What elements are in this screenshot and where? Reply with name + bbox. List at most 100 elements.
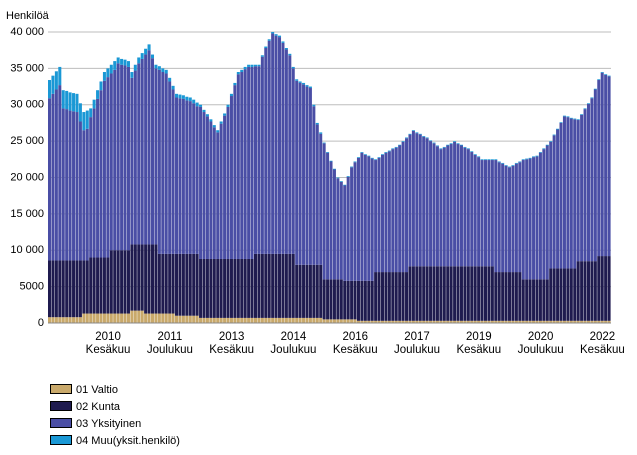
bar-segment — [332, 319, 336, 323]
bar-segment — [68, 317, 72, 323]
bar-segment — [305, 264, 309, 318]
bar-segment — [367, 156, 371, 281]
bar-segment — [600, 72, 604, 73]
bar-segment — [374, 272, 378, 321]
bar-segment — [562, 116, 566, 269]
bar-segment — [459, 320, 463, 323]
bar-segment — [312, 106, 316, 265]
bar-segment — [521, 279, 525, 321]
bar-segment — [154, 244, 158, 314]
bar-segment — [288, 253, 292, 318]
bar-segment — [281, 253, 285, 318]
bar-segment — [418, 320, 422, 323]
bar-segment — [545, 144, 549, 146]
bar-segment — [168, 81, 172, 254]
bar-segment — [144, 54, 148, 245]
bar-segment — [497, 320, 501, 323]
bar-segment — [274, 35, 278, 254]
bar-segment — [264, 317, 268, 323]
bar-segment — [446, 145, 450, 267]
bar-segment — [418, 133, 422, 135]
bar-segment — [291, 253, 295, 318]
bar-segment — [253, 66, 257, 254]
legend-swatch — [50, 435, 72, 446]
bar-segment — [343, 185, 347, 281]
bar-segment — [202, 317, 206, 323]
bar-segment — [456, 143, 460, 145]
bar-segment — [126, 313, 130, 323]
bar-segment — [195, 315, 199, 323]
bar-segment — [356, 157, 360, 158]
bar-segment — [435, 320, 439, 323]
bar-segment — [600, 256, 604, 321]
bar-segment — [278, 253, 282, 318]
bar-segment — [356, 280, 360, 321]
bar-segment — [432, 143, 436, 267]
bar-segment — [514, 162, 518, 164]
bar-segment — [205, 116, 209, 259]
bar-segment — [504, 165, 508, 166]
bar-segment — [192, 315, 196, 323]
y-tick-label: 35 000 — [10, 62, 44, 74]
bar-segment — [188, 101, 192, 254]
bar-segment — [315, 317, 319, 323]
bar-segment — [291, 317, 295, 323]
bar-segment — [356, 320, 360, 323]
bar-segment — [504, 272, 508, 321]
bar-segment — [302, 82, 306, 85]
bar-segment — [429, 140, 433, 142]
legend-label: 04 Muu(yksit.henkilö) — [76, 435, 180, 447]
bar-segment — [477, 156, 481, 158]
bar-segment — [408, 134, 412, 267]
bar-segment — [274, 34, 278, 36]
bar-segment — [422, 136, 426, 267]
bar-segment — [377, 272, 381, 321]
bar-segment — [253, 64, 257, 67]
bar-segment — [298, 81, 302, 83]
bar-segment — [278, 35, 282, 38]
bar-segment — [586, 103, 590, 105]
bar-segment — [477, 320, 481, 323]
bar-segment — [569, 268, 573, 321]
bar-segment — [188, 315, 192, 323]
bar-segment — [408, 266, 412, 321]
bar-segment — [528, 320, 532, 323]
bar-segment — [332, 168, 336, 170]
bar-segment — [449, 143, 453, 145]
bar-segment — [85, 260, 89, 314]
bar-segment — [418, 266, 422, 321]
bar-segment — [545, 320, 549, 323]
bar-segment — [326, 152, 330, 153]
bar-segment — [267, 40, 271, 254]
bar-segment — [538, 152, 542, 280]
bar-segment — [607, 320, 611, 323]
bar-segment — [483, 266, 488, 321]
bar-segment — [89, 313, 93, 323]
bar-segment — [590, 97, 594, 99]
bar-segment — [532, 320, 536, 323]
bar-segment — [205, 114, 209, 117]
bar-segment — [573, 320, 577, 323]
bar-segment — [597, 320, 601, 323]
bar-segment — [360, 320, 364, 323]
bar-segment — [51, 75, 55, 94]
bar-segment — [247, 258, 251, 318]
legend-label: 03 Yksityinen — [76, 418, 142, 430]
bar-segment — [466, 149, 470, 267]
bar-segment — [72, 317, 76, 323]
bar-segment — [556, 320, 560, 323]
bar-segment — [154, 313, 158, 323]
bar-segment — [223, 317, 227, 323]
legend-entry: 02 Kunta — [50, 400, 120, 414]
bar-segment — [302, 84, 306, 265]
bar-segment — [140, 244, 144, 311]
bar-segment — [78, 260, 82, 318]
bar-segment — [459, 144, 463, 146]
bar-segment — [291, 66, 295, 69]
bar-segment — [113, 250, 117, 314]
bar-segment — [370, 157, 374, 159]
bar-segment — [525, 279, 529, 321]
bar-segment — [405, 272, 409, 321]
bar-segment — [346, 176, 350, 281]
bar-segment — [593, 261, 597, 321]
